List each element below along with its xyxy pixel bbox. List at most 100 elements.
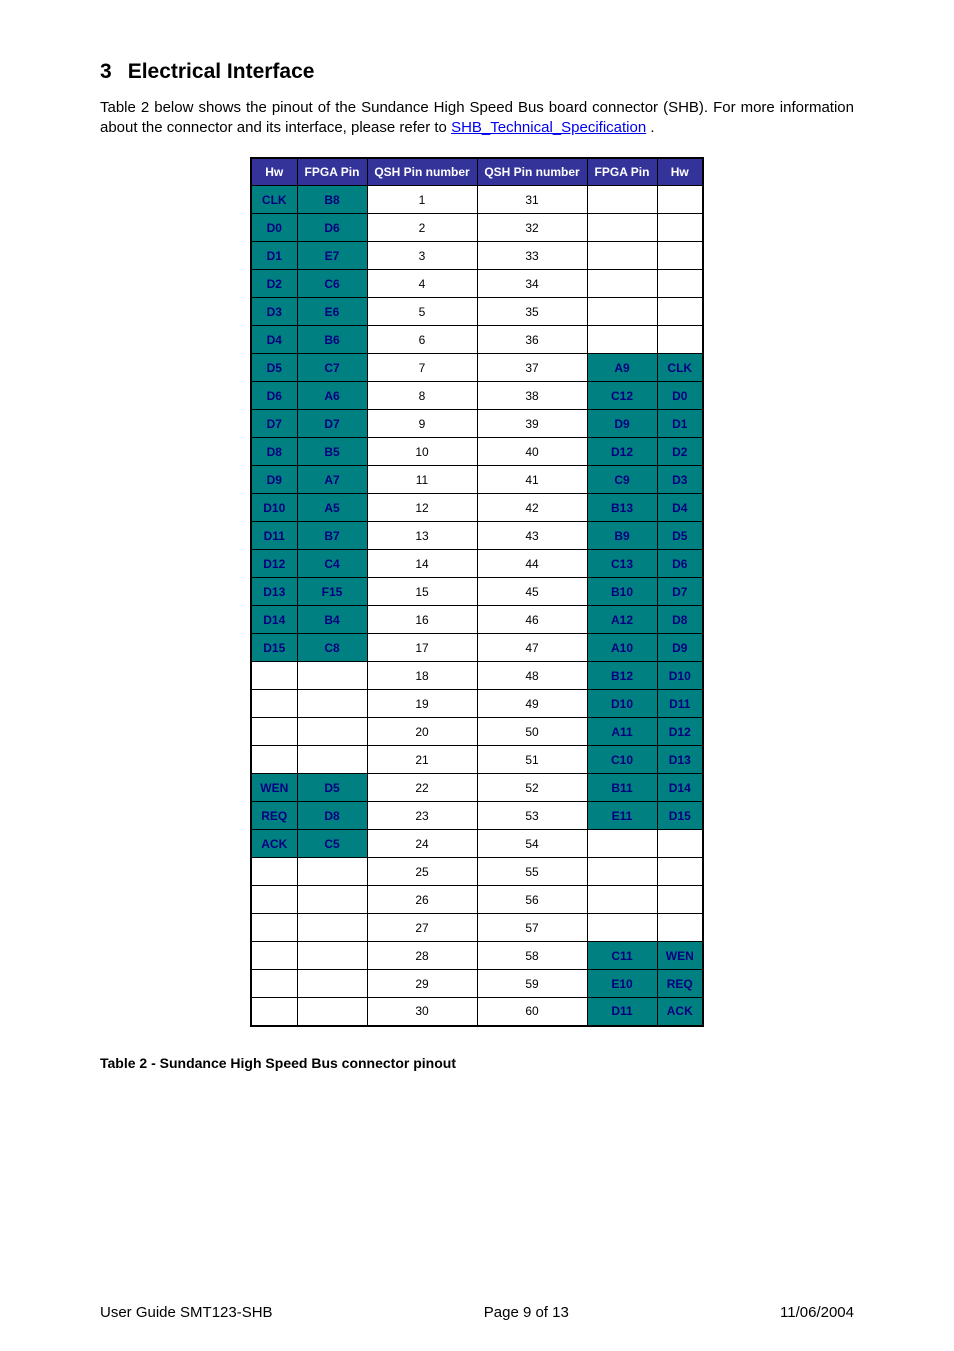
cell-fpga-left: D5	[297, 774, 367, 802]
cell-hw-right: CLK	[657, 354, 703, 382]
cell-fpga-left	[297, 662, 367, 690]
section-title: Electrical Interface	[128, 60, 315, 83]
cell-qsh-right: 34	[477, 270, 587, 298]
footer-left: User Guide SMT123-SHB	[100, 1304, 273, 1321]
cell-fpga-left: E7	[297, 242, 367, 270]
section-number: 3	[100, 60, 112, 83]
cell-hw-left: D5	[251, 354, 297, 382]
cell-hw-right: WEN	[657, 942, 703, 970]
cell-hw-right	[657, 326, 703, 354]
cell-hw-right	[657, 186, 703, 214]
cell-qsh-left: 10	[367, 438, 477, 466]
cell-qsh-right: 31	[477, 186, 587, 214]
cell-qsh-right: 43	[477, 522, 587, 550]
cell-qsh-right: 44	[477, 550, 587, 578]
table-row: 2858C11WEN	[251, 942, 703, 970]
cell-hw-left	[251, 970, 297, 998]
cell-qsh-right: 37	[477, 354, 587, 382]
table-row: 3060D11ACK	[251, 998, 703, 1026]
cell-qsh-left: 19	[367, 690, 477, 718]
table-row: 2757	[251, 914, 703, 942]
table-row: D12C41444C13D6	[251, 550, 703, 578]
cell-fpga-right	[587, 914, 657, 942]
cell-hw-left	[251, 746, 297, 774]
cell-qsh-right: 33	[477, 242, 587, 270]
cell-qsh-left: 23	[367, 802, 477, 830]
cell-fpga-right	[587, 858, 657, 886]
cell-qsh-right: 55	[477, 858, 587, 886]
cell-hw-right	[657, 858, 703, 886]
cell-fpga-left	[297, 970, 367, 998]
cell-hw-left: D9	[251, 466, 297, 494]
cell-hw-left: D10	[251, 494, 297, 522]
cell-hw-right: D1	[657, 410, 703, 438]
cell-qsh-left: 4	[367, 270, 477, 298]
cell-fpga-left: B7	[297, 522, 367, 550]
cell-qsh-right: 47	[477, 634, 587, 662]
cell-qsh-right: 57	[477, 914, 587, 942]
table-row: D14B41646A12D8	[251, 606, 703, 634]
cell-fpga-right	[587, 830, 657, 858]
cell-qsh-left: 20	[367, 718, 477, 746]
cell-qsh-left: 25	[367, 858, 477, 886]
cell-qsh-left: 3	[367, 242, 477, 270]
table-row: D3E6535	[251, 298, 703, 326]
cell-fpga-right: A9	[587, 354, 657, 382]
table-row: D6A6838C12D0	[251, 382, 703, 410]
cell-hw-left: D12	[251, 550, 297, 578]
cell-fpga-left: C5	[297, 830, 367, 858]
cell-hw-right: D15	[657, 802, 703, 830]
shb-spec-link[interactable]: SHB_Technical_Specification	[451, 119, 646, 136]
cell-hw-right: D7	[657, 578, 703, 606]
cell-hw-right	[657, 830, 703, 858]
cell-fpga-right: C11	[587, 942, 657, 970]
footer-right: 11/06/2004	[780, 1304, 854, 1321]
cell-qsh-right: 49	[477, 690, 587, 718]
cell-hw-left: D15	[251, 634, 297, 662]
cell-hw-right: D4	[657, 494, 703, 522]
cell-hw-right: D3	[657, 466, 703, 494]
cell-hw-right	[657, 242, 703, 270]
table-caption: Table 2 - Sundance High Speed Bus connec…	[100, 1055, 854, 1071]
cell-hw-right	[657, 270, 703, 298]
intro-paragraph: Table 2 below shows the pinout of the Su…	[100, 98, 854, 139]
cell-qsh-right: 54	[477, 830, 587, 858]
cell-fpga-right	[587, 270, 657, 298]
cell-hw-right	[657, 886, 703, 914]
cell-qsh-right: 59	[477, 970, 587, 998]
table-row: D1E7333	[251, 242, 703, 270]
cell-qsh-right: 41	[477, 466, 587, 494]
cell-qsh-right: 50	[477, 718, 587, 746]
cell-qsh-left: 27	[367, 914, 477, 942]
cell-hw-left: D6	[251, 382, 297, 410]
cell-fpga-left	[297, 746, 367, 774]
cell-fpga-left	[297, 858, 367, 886]
cell-qsh-right: 48	[477, 662, 587, 690]
cell-qsh-left: 21	[367, 746, 477, 774]
cell-fpga-right: B13	[587, 494, 657, 522]
cell-qsh-left: 1	[367, 186, 477, 214]
cell-hw-left: D3	[251, 298, 297, 326]
cell-hw-left: ACK	[251, 830, 297, 858]
cell-fpga-right	[587, 298, 657, 326]
cell-fpga-right: B9	[587, 522, 657, 550]
cell-hw-right: D0	[657, 382, 703, 410]
cell-hw-left: D2	[251, 270, 297, 298]
cell-fpga-left: E6	[297, 298, 367, 326]
cell-fpga-left: D8	[297, 802, 367, 830]
cell-qsh-left: 26	[367, 886, 477, 914]
cell-qsh-left: 7	[367, 354, 477, 382]
cell-qsh-right: 52	[477, 774, 587, 802]
cell-fpga-right: B12	[587, 662, 657, 690]
cell-fpga-left: C8	[297, 634, 367, 662]
table-row: 2959E10REQ	[251, 970, 703, 998]
cell-fpga-left	[297, 914, 367, 942]
table-row: D15C81747A10D9	[251, 634, 703, 662]
cell-hw-right: D6	[657, 550, 703, 578]
cell-fpga-left	[297, 886, 367, 914]
cell-fpga-right: E10	[587, 970, 657, 998]
cell-qsh-right: 36	[477, 326, 587, 354]
cell-hw-left	[251, 662, 297, 690]
table-row: D4B6636	[251, 326, 703, 354]
cell-fpga-right: B11	[587, 774, 657, 802]
